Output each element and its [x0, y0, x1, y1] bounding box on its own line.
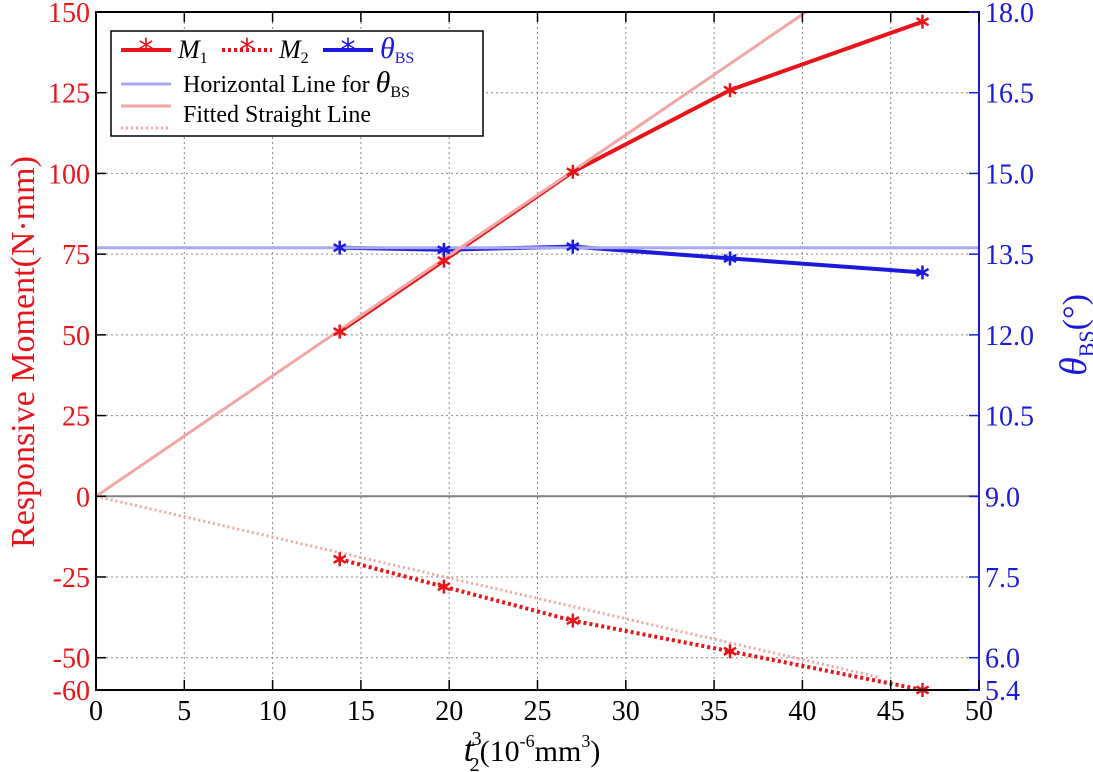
y-right-tick-label: 15.0 — [985, 159, 1034, 190]
asterisk-stroke — [437, 582, 451, 592]
asterisk-stroke — [333, 554, 347, 564]
data-point-1-4 — [723, 83, 737, 98]
legend-m1-marker: * — [139, 33, 154, 68]
y-right-tick-label: 16.5 — [985, 79, 1034, 110]
data-point-1-3 — [566, 164, 580, 179]
legend-theta-marker: * — [341, 33, 356, 68]
asterisk-stroke — [566, 616, 580, 626]
x-tick-label: 5 — [177, 696, 191, 727]
y-left-tick-label: 125 — [48, 79, 90, 110]
y-left-tick-label: 0 — [76, 482, 90, 513]
y-left-tick-label: -60 — [53, 676, 90, 707]
legend-horizontal-label: Horizontal Line for θBS — [183, 66, 410, 101]
y-right-tick-label: 12.0 — [985, 321, 1034, 352]
y-left-tick-label: 100 — [48, 159, 90, 190]
y-right-tick-label: 13.5 — [985, 240, 1034, 271]
y-axis-left-title: Responsive Moment(N·mm) — [5, 156, 42, 548]
y-left-tick-label: 50 — [62, 321, 90, 352]
legend-m2-marker: * — [240, 33, 255, 68]
asterisk-stroke — [437, 256, 451, 266]
asterisk-stroke — [723, 85, 737, 95]
x-tick-label: 45 — [877, 696, 905, 727]
series-line-2 — [339, 557, 923, 690]
data-point-3-5 — [915, 265, 930, 280]
y-axis-right-title: θBS(°) — [1053, 294, 1093, 376]
asterisk-stroke — [437, 245, 451, 255]
x-tick-label: 30 — [612, 696, 640, 727]
x-tick-label: 25 — [524, 696, 552, 727]
x-tick-label: 10 — [259, 696, 287, 727]
legend-m1-label: M1 — [177, 35, 208, 67]
data-point-2-1 — [333, 552, 347, 567]
data-point-2-3 — [566, 613, 580, 628]
data-point-2-2 — [437, 579, 451, 594]
y-left-tick-label: 25 — [62, 402, 90, 433]
y-left-tick-label: -25 — [53, 563, 90, 594]
y-right-tick-label: 9.0 — [985, 482, 1020, 513]
x-tick-label: 0 — [89, 696, 103, 727]
asterisk-stroke — [723, 646, 737, 656]
asterisk-stroke — [333, 327, 347, 337]
y-right-tick-label: 5.4 — [985, 676, 1020, 707]
asterisk-stroke — [333, 243, 347, 253]
series-line-3 — [339, 244, 923, 275]
y-right-tick-label: 10.5 — [985, 402, 1034, 433]
x-tick-label: 35 — [700, 696, 728, 727]
asterisk-stroke — [566, 242, 580, 252]
series-layer — [96, 12, 979, 697]
legend: * M1 * M2 * θBS Horizontal Line for θBS … — [110, 30, 484, 137]
legend-theta-label: θBS — [380, 32, 414, 67]
x-tick-label: 20 — [435, 696, 463, 727]
legend-fitted-label: Fitted Straight Line — [183, 102, 371, 128]
legend-m2-label: M2 — [278, 35, 309, 67]
x-axis-title: t3 2(10-6mm3) — [464, 728, 601, 772]
series-line-6 — [96, 494, 879, 679]
data-point-3-1 — [333, 240, 347, 255]
y-left-tick-label: -50 — [53, 644, 90, 675]
asterisk-stroke — [915, 267, 930, 278]
asterisk-stroke — [723, 253, 737, 264]
data-point-2-4 — [723, 644, 737, 659]
y-right-tick-label: 7.5 — [985, 563, 1020, 594]
y-right-tick-label: 6.0 — [985, 644, 1020, 675]
data-point-3-2 — [437, 242, 451, 257]
axes: 0 5 10 15 20 25 30 35 40 45 50 -60-50 -25 0 25 50 75 100 1… — [48, 0, 1034, 727]
y-left-tick-label: 150 — [48, 0, 90, 29]
y-left-tick-label: 75 — [62, 240, 90, 271]
x-tick-label: 50 — [965, 696, 993, 727]
legend-box — [110, 30, 484, 137]
data-point-3-3 — [566, 239, 580, 254]
series-line-5 — [96, 12, 807, 498]
asterisk-stroke — [915, 17, 930, 27]
x-tick-label: 40 — [788, 696, 816, 727]
grid — [96, 12, 979, 690]
asterisk-stroke — [566, 167, 580, 177]
x-tick-label: 15 — [347, 696, 375, 727]
y-right-tick-label: 18.0 — [985, 0, 1034, 29]
data-point-3-4 — [723, 251, 737, 266]
data-point-1-1 — [333, 324, 347, 339]
data-point-1-5 — [915, 14, 930, 29]
